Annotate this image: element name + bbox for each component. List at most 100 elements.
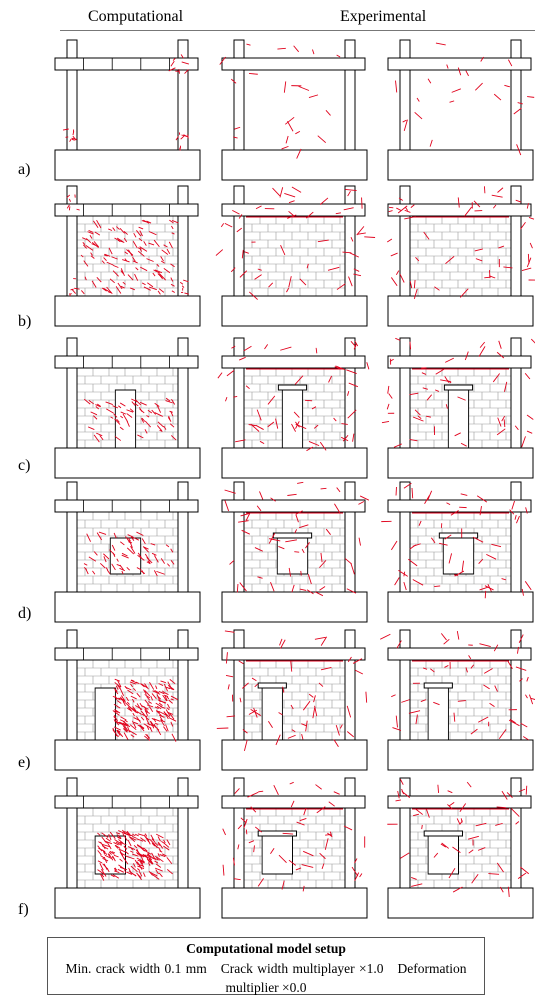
- crack-mark: [527, 415, 533, 419]
- crack-mark: [466, 71, 469, 76]
- crack-mark: [359, 538, 360, 546]
- crack-mark: [272, 188, 279, 196]
- crack-mark: [326, 110, 331, 115]
- crack-mark: [230, 560, 234, 564]
- crack-mark: [294, 46, 299, 52]
- rc-beam: [55, 648, 198, 660]
- rc-column: [67, 338, 77, 448]
- crack-mark: [412, 488, 413, 498]
- crack-mark: [274, 785, 279, 795]
- crack-mark: [417, 98, 419, 101]
- lintel: [278, 385, 306, 390]
- legend-line-1: Min. crack width 0.1 mm Crack width multi…: [48, 961, 484, 977]
- foundation-slab: [388, 888, 533, 918]
- crack-mark: [367, 362, 369, 369]
- crack-mark: [249, 73, 258, 74]
- specimen-a-computational: [55, 40, 200, 180]
- rc-column: [178, 778, 188, 888]
- rc-beam: [55, 356, 198, 368]
- rc-column: [67, 630, 77, 740]
- rc-column: [400, 630, 410, 740]
- crack-mark: [334, 792, 340, 795]
- model-setup-legend: Computational model setup Min. crack wid…: [47, 937, 485, 995]
- crack-mark: [525, 581, 531, 590]
- crack-mark: [436, 43, 446, 45]
- crack-mark: [415, 112, 422, 119]
- crack-mark: [521, 723, 528, 727]
- rc-column: [400, 482, 410, 592]
- crack-mark: [292, 187, 301, 192]
- rc-column: [511, 778, 521, 888]
- crack-mark: [452, 89, 461, 93]
- crack-mark: [380, 634, 390, 639]
- foundation-slab: [55, 150, 200, 180]
- crack-mark: [494, 94, 501, 100]
- rc-column: [400, 40, 410, 150]
- foundation-slab: [388, 150, 533, 180]
- crack-mark: [479, 346, 485, 356]
- crack-mark: [285, 117, 294, 124]
- rc-column: [511, 482, 521, 592]
- crack-mark: [387, 404, 389, 409]
- crack-mark: [396, 81, 397, 93]
- crack-mark: [441, 633, 446, 640]
- crack-mark: [391, 277, 397, 285]
- rc-column: [178, 482, 188, 592]
- crack-mark: [395, 577, 400, 585]
- lintel: [258, 683, 286, 688]
- crack-mark: [284, 81, 285, 92]
- crack-mark: [318, 136, 326, 143]
- foundation-slab: [388, 740, 533, 770]
- lintel: [424, 831, 462, 836]
- crack-mark: [522, 268, 531, 271]
- crack-mark: [525, 373, 530, 379]
- crack-mark: [316, 348, 317, 353]
- rc-column: [178, 186, 188, 296]
- crack-mark: [382, 421, 389, 422]
- specimen-d-experimental-1: [222, 482, 369, 622]
- foundation-slab: [388, 592, 533, 622]
- specimen-a-experimental-2: [388, 40, 534, 180]
- crack-mark: [295, 131, 300, 133]
- crack-mark: [315, 785, 321, 790]
- crack-mark: [264, 344, 267, 349]
- rc-column: [234, 40, 244, 150]
- crack-mark: [457, 631, 458, 639]
- crack-width-multiplier: Crack width multiplayer ×1.0: [221, 961, 384, 976]
- crack-mark: [448, 791, 453, 793]
- crack-mark: [246, 44, 250, 45]
- rc-column: [511, 40, 521, 150]
- foundation-slab: [222, 592, 367, 622]
- crack-mark: [225, 397, 227, 401]
- rc-column: [400, 778, 410, 888]
- crack-mark: [366, 692, 367, 703]
- crack-mark: [461, 494, 468, 496]
- rc-beam: [55, 796, 198, 808]
- crack-mark: [522, 436, 526, 447]
- specimen-a-experimental-1: [220, 40, 367, 180]
- crack-mark: [289, 201, 295, 203]
- legend-title: Computational model setup: [48, 941, 484, 957]
- crack-mark: [280, 187, 283, 197]
- crack-mark: [284, 193, 295, 197]
- crack-mark: [277, 48, 285, 49]
- crack-mark: [228, 684, 229, 689]
- crack-mark: [258, 791, 263, 792]
- rc-column: [67, 482, 77, 592]
- foundation-slab: [388, 296, 533, 326]
- crack-mark: [480, 342, 485, 348]
- rc-column: [511, 186, 521, 296]
- crack-mark: [69, 294, 71, 295]
- rc-column: [511, 338, 521, 448]
- rc-column: [67, 778, 77, 888]
- crack-mark: [364, 237, 375, 238]
- crack-mark: [280, 639, 282, 645]
- crack-mark: [430, 140, 432, 147]
- crack-mark: [504, 85, 509, 87]
- crack-mark: [360, 873, 362, 877]
- rc-column: [345, 40, 355, 150]
- min-crack-width: Min. crack width 0.1 mm: [65, 961, 206, 976]
- crack-mark: [280, 347, 291, 350]
- foundation-slab: [222, 296, 367, 326]
- specimen-b-experimental-1: [216, 186, 375, 326]
